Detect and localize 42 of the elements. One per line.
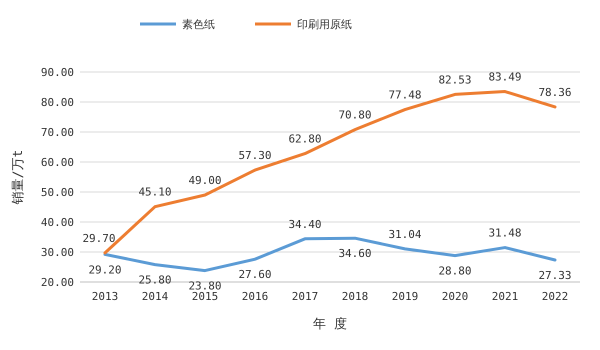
- x-tick-label: 2013: [92, 290, 118, 303]
- x-tick-label: 2019: [392, 290, 418, 303]
- data-label: 62.80: [288, 132, 322, 146]
- data-label: 34.60: [338, 247, 372, 260]
- x-tick-label: 2016: [242, 290, 268, 303]
- y-tick-label: 60.00: [40, 156, 74, 169]
- data-label: 28.80: [438, 264, 472, 278]
- data-label: 82.53: [438, 73, 472, 86]
- x-tick-label: 2022: [542, 290, 568, 303]
- x-tick-label: 2015: [192, 290, 218, 303]
- data-label: 31.48: [488, 226, 522, 240]
- y-tick-label: 30.00: [40, 246, 74, 259]
- y-tick-label: 70.00: [40, 126, 74, 139]
- data-label: 29.20: [88, 263, 122, 276]
- y-tick-label: 20.00: [40, 276, 74, 289]
- y-tick-label: 80.00: [40, 96, 74, 109]
- x-tick-label: 2020: [442, 290, 468, 303]
- y-tick-label: 40.00: [40, 216, 74, 229]
- legend-label: 印刷用原纸: [297, 18, 352, 31]
- data-label: 78.36: [538, 86, 572, 99]
- legend-label: 素色纸: [182, 18, 215, 31]
- x-tick-label: 2014: [142, 290, 169, 303]
- data-label: 45.10: [138, 186, 172, 199]
- data-label: 27.60: [238, 268, 272, 282]
- data-label: 34.40: [288, 218, 322, 231]
- data-label: 57.30: [238, 149, 272, 162]
- data-label: 49.00: [188, 174, 222, 187]
- data-label: 83.49: [488, 70, 522, 84]
- x-tick-label: 2021: [492, 290, 518, 303]
- data-label: 27.33: [538, 269, 572, 282]
- data-label: 29.70: [82, 232, 116, 245]
- y-tick-label: 90.00: [40, 66, 74, 79]
- y-axis-title: 销量/万t: [11, 150, 26, 206]
- data-label: 31.04: [388, 228, 422, 241]
- x-tick-label: 2018: [342, 290, 368, 303]
- data-label: 70.80: [338, 108, 372, 122]
- data-label: 77.48: [388, 88, 422, 102]
- x-tick-label: 2017: [292, 290, 318, 303]
- y-tick-label: 50.00: [40, 186, 74, 199]
- data-label: 25.80: [138, 274, 172, 287]
- data-label: 23.80: [188, 280, 222, 293]
- x-axis-title: 年 度: [313, 316, 347, 332]
